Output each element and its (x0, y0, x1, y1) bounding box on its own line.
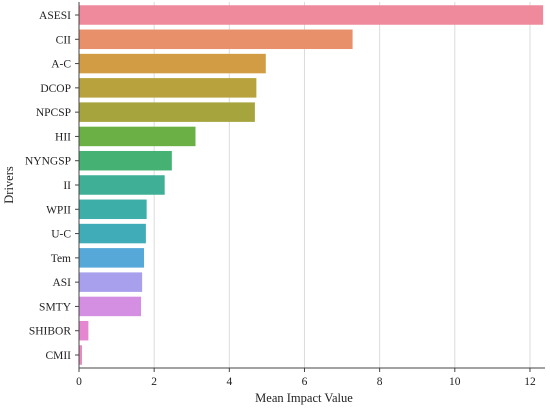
bar-npcsp (79, 102, 255, 122)
bar-ii (79, 175, 165, 195)
bar-dcop (79, 78, 257, 98)
bar-u-c (79, 223, 146, 244)
category-label: A-C (51, 59, 71, 71)
category-label: DCOP (40, 83, 71, 95)
category-label: SMTY (39, 301, 72, 313)
category-label: NYNGSP (25, 156, 71, 168)
bar-a-c (79, 53, 266, 74)
bar-smty (79, 296, 142, 317)
category-label: ASESI (39, 10, 71, 22)
x-tick-label: 12 (524, 376, 536, 388)
bar-wpii (79, 199, 147, 220)
category-label: HII (55, 131, 71, 143)
bar-nyngsp (79, 150, 172, 171)
category-label: CMII (45, 350, 71, 362)
y-axis-title: Drivers (2, 166, 16, 204)
bar-tem (79, 248, 145, 268)
bars (79, 5, 544, 365)
bar-asi (79, 272, 143, 292)
category-labels: ASESI CII A-C DCOP NPCSP HII NYNGSP II WPII U-C Te… (25, 10, 79, 362)
category-label: ASI (52, 277, 71, 289)
category-label: SHIBOR (29, 326, 72, 338)
bar-hii (79, 126, 196, 147)
x-tick-label: 4 (226, 376, 232, 388)
x-tick-label: 6 (302, 376, 308, 388)
x-tick-label: 2 (151, 376, 157, 388)
category-label: II (63, 180, 71, 192)
bar-asesi (79, 5, 544, 25)
category-label: Tem (51, 253, 71, 265)
x-tick-labels: 0 2 4 6 8 10 12 (76, 368, 536, 388)
category-label: U-C (51, 229, 71, 241)
x-axis-title: Mean Impact Value (255, 391, 353, 405)
x-tick-label: 8 (377, 376, 383, 388)
bar-cmii (79, 345, 83, 365)
category-label: NPCSP (36, 107, 71, 119)
x-tick-label: 0 (76, 376, 82, 388)
category-label: WPII (46, 204, 71, 216)
bar-shibor (79, 320, 89, 341)
x-tick-label: 10 (449, 376, 461, 388)
category-label: CII (56, 34, 72, 46)
bar-cii (79, 29, 353, 50)
